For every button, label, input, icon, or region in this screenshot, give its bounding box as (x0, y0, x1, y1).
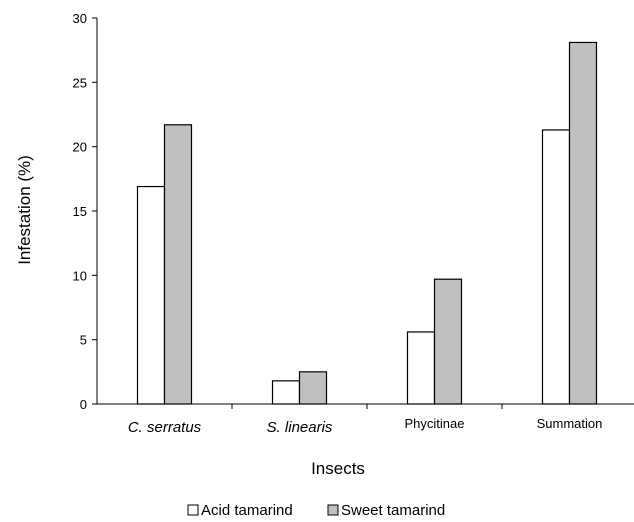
legend-swatch (187, 504, 199, 516)
bar-acid-tamarind (136, 185, 166, 405)
legend-label: Sweet tamarind (341, 502, 445, 519)
legend: Acid tamarind Sweet tamarind (187, 502, 445, 519)
y-tick-label: 20 (73, 140, 87, 155)
x-category-label: C. serratus (128, 419, 202, 436)
bars (136, 41, 598, 405)
legend-label: Acid tamarind (201, 502, 293, 519)
y-tick-label: 5 (80, 333, 87, 348)
bar-acid-tamarind (406, 331, 436, 405)
bar-sweet-tamarind (163, 124, 193, 405)
y-tick-label: 10 (73, 268, 87, 283)
y-tick-label: 25 (73, 75, 87, 90)
bar-sweet-tamarind (298, 371, 328, 405)
bar-sweet-tamarind (433, 278, 463, 405)
x-axis-ticks (231, 404, 503, 409)
y-tick-label: 15 (73, 204, 87, 219)
bar-acid-tamarind (271, 380, 301, 405)
x-axis-title: Insects (311, 459, 365, 478)
x-category-label: Summation (537, 416, 603, 431)
x-category-label: S. linearis (267, 419, 333, 436)
y-tick-label: 30 (73, 11, 87, 26)
legend-swatch (327, 504, 339, 516)
x-axis-category-labels: C. serratus S. linearis Phycitinae Summatio… (128, 416, 603, 436)
bar-acid-tamarind (541, 129, 571, 405)
bar-sweet-tamarind (568, 41, 598, 405)
y-axis-ticks: 0 5 10 15 20 25 30 (73, 11, 97, 412)
y-axis-title: Infestation (%) (15, 155, 34, 265)
y-tick-label: 0 (80, 397, 87, 412)
x-category-label: Phycitinae (405, 416, 465, 431)
